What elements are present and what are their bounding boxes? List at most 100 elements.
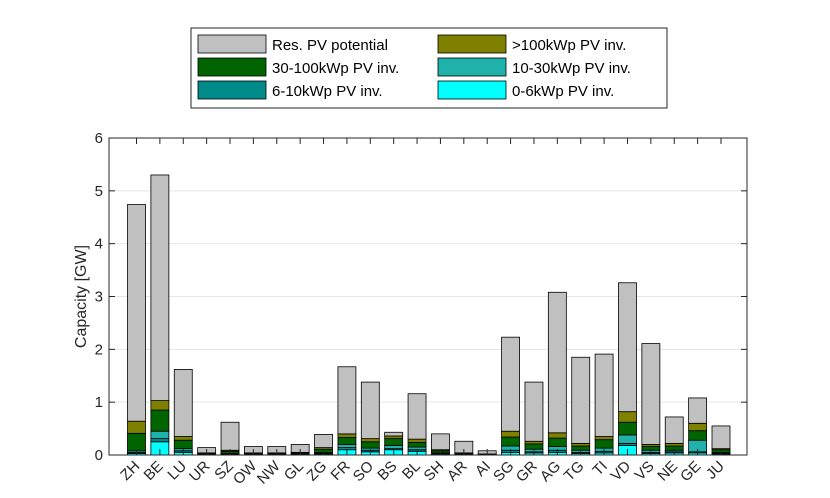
- bar-segment: [173, 439, 193, 450]
- bar-segment: [150, 409, 170, 432]
- y-tick-label: 6: [95, 130, 103, 147]
- bar-segment: [547, 437, 567, 447]
- legend-label: 0-6kWp PV inv.: [512, 83, 614, 100]
- legend-swatch: [437, 34, 507, 54]
- bar-segment: [688, 430, 708, 441]
- legend-label: 30-100kWp PV inv.: [272, 60, 399, 77]
- x-tick-label: NE: [654, 458, 681, 485]
- x-tick-label: AR: [444, 458, 471, 485]
- bar-segment: [314, 433, 333, 449]
- x-tick-label: FR: [328, 458, 354, 484]
- bar-segment: [547, 432, 567, 439]
- bar-segment: [384, 445, 404, 450]
- bar-segment: [594, 439, 614, 449]
- bar-segment: [127, 204, 146, 422]
- legend-swatch: [197, 34, 267, 54]
- bar-segment: [501, 336, 520, 432]
- x-tick-label: BE: [141, 458, 167, 484]
- legend-label: 6-10kWp PV inv.: [272, 83, 383, 100]
- x-tick-label: BS: [374, 458, 400, 484]
- bar-segment: [431, 433, 450, 451]
- x-tick-label: SG: [490, 458, 517, 485]
- y-tick-label: 2: [95, 341, 103, 358]
- x-tick-label: SO: [350, 458, 377, 485]
- bar-segment: [360, 438, 380, 443]
- y-tick-label: 1: [95, 394, 103, 411]
- legend-swatch: [197, 80, 267, 100]
- x-tick-label: GE: [677, 458, 704, 485]
- legend-swatch: [437, 80, 507, 100]
- bar-segment: [150, 174, 170, 401]
- bar-segment: [618, 434, 637, 444]
- x-tick-label: JU: [703, 458, 728, 483]
- legend: Res. PV potential >100kWp PV inv. 30-100kW…: [190, 27, 668, 109]
- bar-segment: [127, 420, 146, 434]
- y-tick-label: 4: [95, 236, 103, 253]
- y-axis: 0 1 2 3 4 5 6: [95, 130, 747, 464]
- x-tick-label: AG: [537, 458, 564, 485]
- bar-segment: [337, 437, 357, 445]
- legend-label: >100kWp PV inv.: [512, 37, 626, 54]
- y-tick-label: 5: [95, 183, 103, 200]
- bar-segment: [337, 366, 357, 435]
- bar-segment: [664, 416, 684, 444]
- bar-segment: [618, 411, 637, 423]
- x-tick-label: GL: [281, 458, 307, 484]
- bar-segment: [711, 425, 731, 450]
- bar-segment: [501, 436, 520, 447]
- bar-segment: [618, 282, 637, 413]
- bar-segment: [524, 381, 544, 442]
- bar-segment: [173, 369, 193, 437]
- bar-segment: [407, 438, 427, 443]
- bars: [127, 174, 731, 456]
- y-tick-label: 0: [95, 447, 103, 464]
- x-tick-label: VS: [632, 458, 658, 484]
- bar-segment: [407, 441, 427, 448]
- y-tick-label: 3: [95, 289, 103, 306]
- bar-segment: [618, 421, 637, 436]
- bar-segment: [384, 438, 404, 446]
- bar-segment: [547, 291, 567, 434]
- x-tick-label: TI: [589, 458, 610, 479]
- bar-segment: [220, 421, 240, 451]
- bar-segment: [688, 422, 708, 432]
- bar-segment: [150, 438, 170, 443]
- bar-segment: [360, 441, 380, 449]
- legend-label: 10-30kWp PV inv.: [512, 60, 631, 77]
- bar-segment: [571, 356, 591, 444]
- x-tick-label: ZH: [117, 458, 143, 484]
- legend-box: [190, 27, 668, 109]
- x-tick-label: AI: [472, 458, 494, 480]
- bar-segment: [150, 430, 170, 440]
- x-tick-label: GR: [513, 458, 541, 486]
- bar-segment: [594, 436, 614, 441]
- gridlines: [109, 190, 747, 403]
- bar-segment: [173, 436, 193, 441]
- legend-swatch: [437, 57, 507, 77]
- bar-segment: [641, 343, 661, 445]
- bar-segment: [337, 444, 357, 449]
- bar-segment: [407, 393, 427, 440]
- x-tick-label: SH: [421, 458, 448, 485]
- legend-swatch: [197, 57, 267, 77]
- legend-label: Res. PV potential: [272, 37, 388, 54]
- bar-segment: [384, 431, 404, 437]
- y-axis-label: Capacity [GW]: [73, 245, 90, 348]
- x-tick-label: ZG: [304, 458, 331, 485]
- bar-segment: [360, 381, 380, 440]
- bar-segment: [524, 443, 544, 450]
- x-tick-label: LU: [165, 458, 191, 484]
- x-tick-label: UR: [186, 458, 213, 485]
- x-tick-label: BL: [399, 458, 424, 483]
- bar-segment: [150, 400, 170, 411]
- bar-segment: [688, 397, 708, 424]
- bar-segment: [127, 432, 146, 452]
- x-tick-label: TG: [561, 458, 588, 485]
- x-tick-label: NW: [254, 457, 284, 487]
- bar-segment: [594, 353, 614, 437]
- bar-segment: [501, 430, 520, 438]
- x-tick-label: VD: [608, 458, 635, 485]
- bar-segment: [337, 433, 357, 438]
